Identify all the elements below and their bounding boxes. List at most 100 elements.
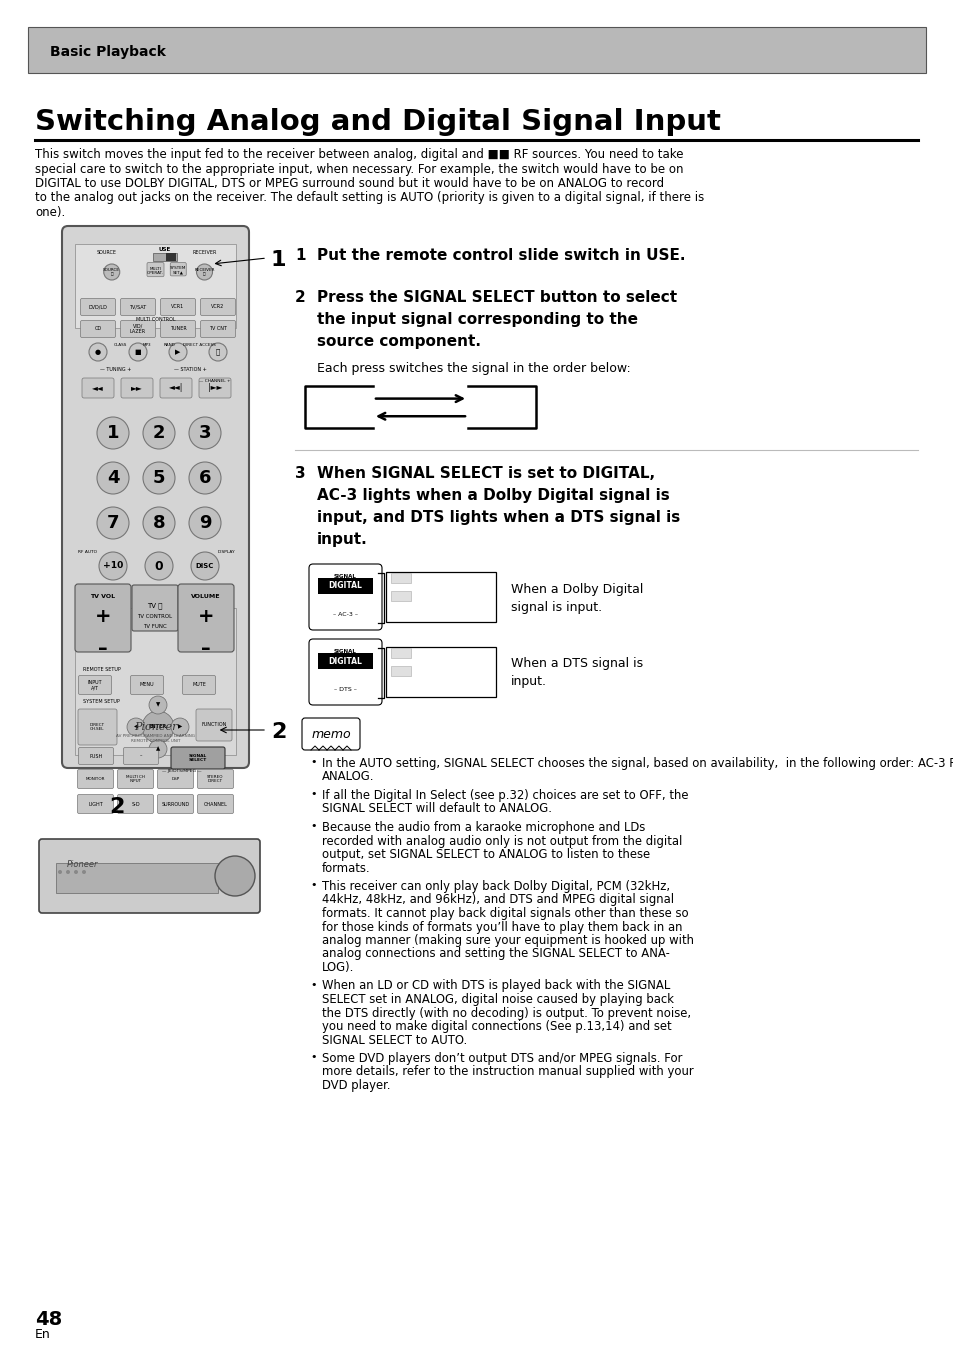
Text: TV FUNC: TV FUNC (143, 624, 167, 630)
Text: SIGNAL SELECT will default to ANALOG.: SIGNAL SELECT will default to ANALOG. (322, 802, 552, 816)
Text: ◄◄|: ◄◄| (169, 383, 183, 392)
FancyBboxPatch shape (77, 770, 113, 789)
Text: DSP: DSP (172, 776, 179, 780)
FancyBboxPatch shape (56, 863, 218, 892)
FancyBboxPatch shape (182, 675, 215, 694)
Text: Because the audio from a karaoke microphone and LDs: Because the audio from a karaoke microph… (322, 821, 644, 834)
Circle shape (97, 417, 129, 449)
Circle shape (82, 869, 86, 874)
FancyBboxPatch shape (123, 748, 158, 764)
Text: Some DVD players don’t output DTS and/or MPEG signals. For: Some DVD players don’t output DTS and/or… (322, 1051, 681, 1065)
Circle shape (189, 417, 221, 449)
Circle shape (97, 462, 129, 493)
Bar (386, 572, 496, 621)
FancyBboxPatch shape (78, 675, 112, 694)
Circle shape (145, 551, 172, 580)
FancyBboxPatch shape (78, 748, 113, 764)
Text: 2: 2 (110, 797, 125, 817)
Text: ▼: ▼ (155, 702, 160, 708)
Text: RECEIVER: RECEIVER (193, 249, 216, 255)
FancyBboxPatch shape (132, 585, 178, 631)
Text: Basic Playback: Basic Playback (50, 44, 166, 59)
Text: ◄◄: ◄◄ (92, 383, 104, 392)
FancyBboxPatch shape (199, 377, 231, 398)
FancyBboxPatch shape (309, 563, 381, 630)
Text: TV CNT: TV CNT (209, 326, 227, 332)
Text: When a Dolby Digital
signal is input.: When a Dolby Digital signal is input. (511, 582, 642, 613)
Text: you need to make digital connections (See p.13,14) and set: you need to make digital connections (Se… (322, 1020, 671, 1033)
FancyBboxPatch shape (39, 838, 260, 913)
FancyBboxPatch shape (178, 584, 233, 652)
Text: TV VOL: TV VOL (91, 594, 115, 599)
Text: •: • (310, 880, 316, 890)
FancyBboxPatch shape (120, 321, 155, 337)
Text: analog manner (making sure your equipment is hooked up with: analog manner (making sure your equipmen… (322, 934, 693, 948)
Circle shape (104, 264, 120, 280)
Text: –: – (139, 754, 142, 759)
Text: 0: 0 (154, 559, 163, 573)
Text: DIRECT
CH.SEL: DIRECT CH.SEL (90, 723, 105, 732)
Text: source component.: source component. (316, 334, 480, 349)
Text: to the analog out jacks on the receiver. The default setting is AUTO (priority i: to the analog out jacks on the receiver.… (35, 191, 703, 205)
FancyBboxPatch shape (200, 298, 235, 315)
Text: SOURCE
⏻: SOURCE ⏻ (103, 268, 120, 276)
Text: — CHANNEL +: — CHANNEL + (199, 379, 231, 383)
Text: SIGNAL
SELECT: SIGNAL SELECT (334, 648, 356, 659)
Circle shape (129, 342, 147, 361)
Text: 3: 3 (198, 425, 211, 442)
Circle shape (143, 417, 174, 449)
Text: SIGNAL
SELECT: SIGNAL SELECT (334, 574, 356, 585)
Text: MULTI
OPERAT.: MULTI OPERAT. (147, 267, 164, 275)
Text: 2: 2 (271, 723, 286, 741)
Text: 6: 6 (198, 469, 211, 487)
Circle shape (127, 718, 145, 736)
Text: ▶: ▶ (175, 349, 180, 355)
Text: |►►: |►► (208, 383, 222, 392)
Text: If all the Digital In Select (see p.32) choices are set to OFF, the: If all the Digital In Select (see p.32) … (322, 789, 688, 802)
Text: SIGNAL SELECT to AUTO.: SIGNAL SELECT to AUTO. (322, 1034, 467, 1046)
Text: •: • (310, 980, 316, 989)
Text: +: + (94, 607, 112, 625)
Text: DVD player.: DVD player. (322, 1078, 390, 1092)
FancyBboxPatch shape (147, 263, 164, 276)
Text: •: • (310, 821, 316, 830)
Text: En: En (35, 1328, 51, 1341)
Text: •: • (310, 1051, 316, 1062)
Text: Switching Analog and Digital Signal Input: Switching Analog and Digital Signal Inpu… (35, 108, 720, 136)
Text: ANALOG.: ANALOG. (322, 771, 375, 783)
Text: 1: 1 (107, 425, 119, 442)
Circle shape (142, 710, 173, 743)
FancyBboxPatch shape (77, 794, 113, 813)
Bar (386, 647, 496, 697)
Text: INPUT
A/T: INPUT A/T (88, 679, 102, 690)
Text: the input signal corresponding to the: the input signal corresponding to the (316, 311, 638, 328)
Text: — TUNING +: — TUNING + (99, 367, 131, 372)
Text: •: • (310, 758, 316, 767)
FancyBboxPatch shape (82, 377, 113, 398)
Bar (391, 590, 411, 601)
Circle shape (171, 718, 189, 736)
Text: CD: CD (94, 326, 101, 332)
Text: TV ⏻: TV ⏻ (147, 603, 163, 608)
FancyBboxPatch shape (302, 718, 359, 749)
Bar (152, 253, 177, 262)
Text: VID/
LAZER: VID/ LAZER (130, 324, 146, 334)
Text: DIGITAL to use DOLBY DIGITAL, DTS or MPEG surround sound but it would have to be: DIGITAL to use DOLBY DIGITAL, DTS or MPE… (35, 177, 663, 190)
Text: DISPLAY: DISPLAY (217, 550, 234, 554)
Text: MULTI CONTROL: MULTI CONTROL (135, 317, 175, 322)
Text: Each press switches the signal in the order below:: Each press switches the signal in the or… (316, 363, 630, 375)
Text: input, and DTS lights when a DTS signal is: input, and DTS lights when a DTS signal … (316, 510, 679, 524)
FancyBboxPatch shape (75, 244, 235, 328)
Text: –: – (201, 639, 211, 658)
Circle shape (58, 869, 62, 874)
Text: Pioneer: Pioneer (133, 723, 177, 732)
Circle shape (149, 696, 167, 714)
FancyBboxPatch shape (160, 377, 192, 398)
Text: STEREO
DIRECT: STEREO DIRECT (207, 775, 224, 783)
Text: This receiver can only play back Dolby Digital, PCM (32kHz,: This receiver can only play back Dolby D… (322, 880, 669, 892)
FancyBboxPatch shape (195, 709, 232, 741)
Text: 48: 48 (35, 1310, 62, 1329)
Bar (391, 648, 411, 658)
Text: — STATION +: — STATION + (174, 367, 207, 372)
Text: VCR1: VCR1 (172, 305, 185, 310)
